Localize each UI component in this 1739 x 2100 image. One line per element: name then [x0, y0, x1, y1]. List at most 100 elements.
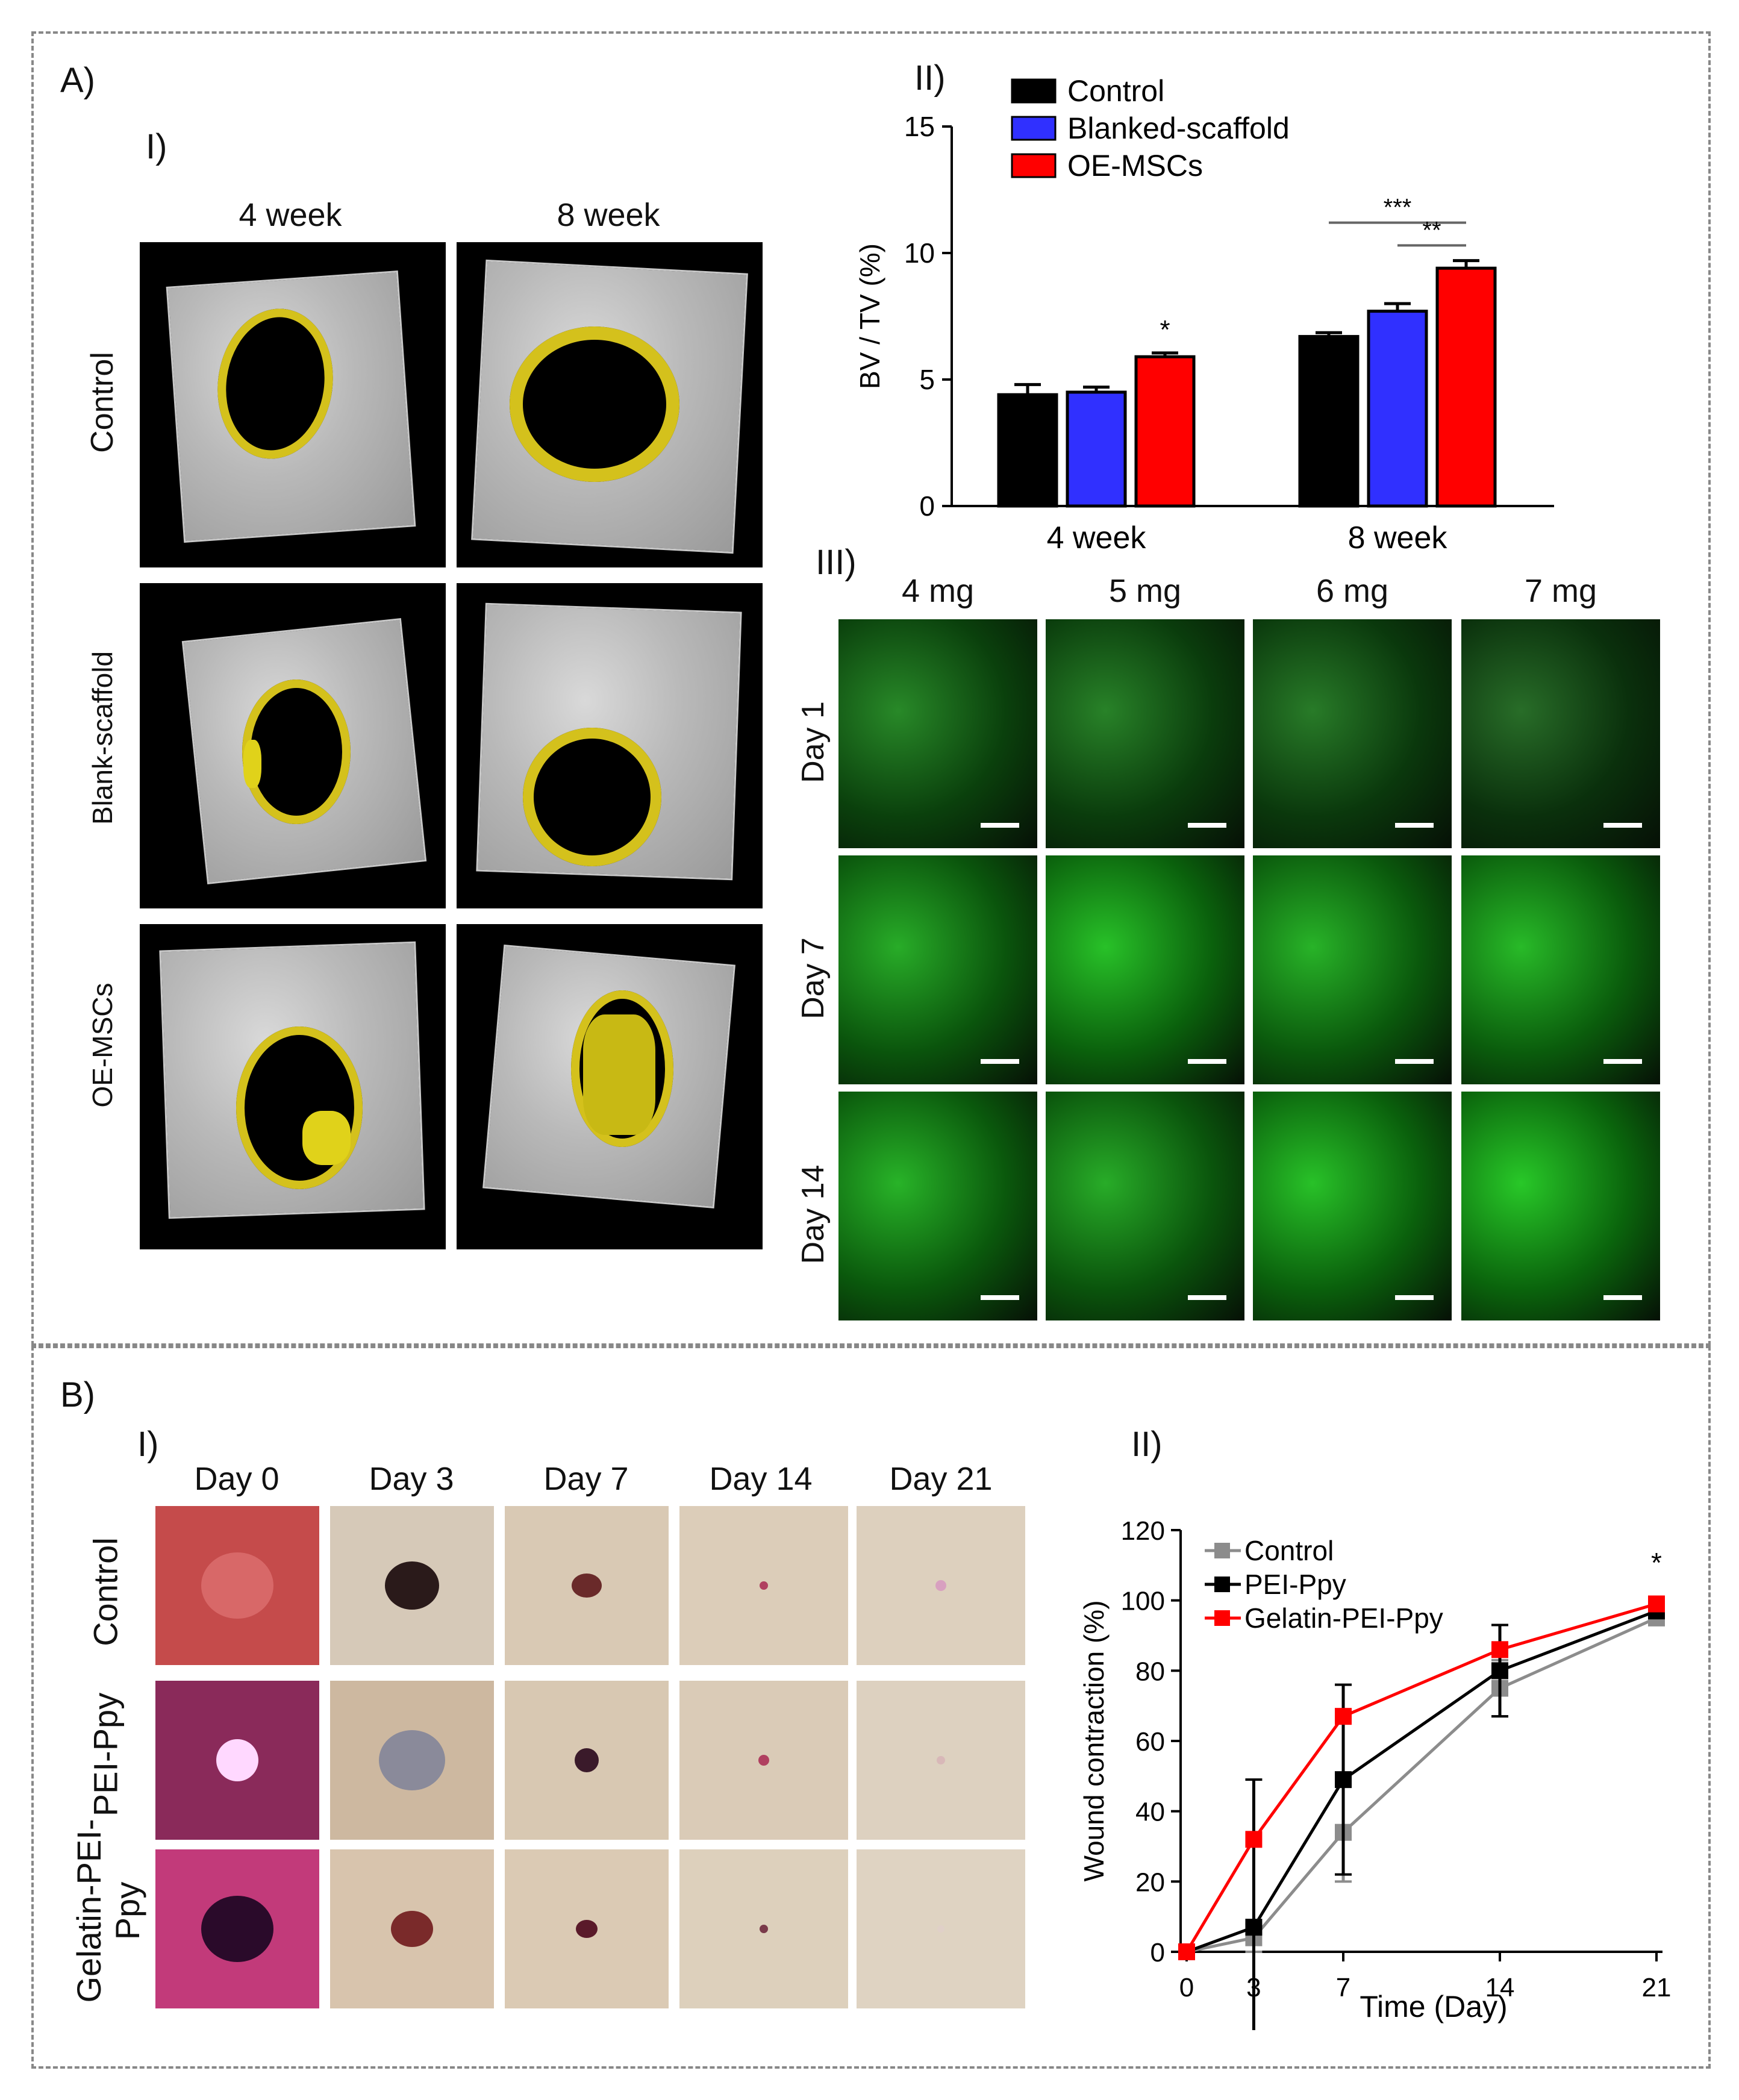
panel-b-border: [31, 1346, 1711, 2069]
scan-row-label: Blank-scaffold: [87, 651, 118, 825]
panel-a-i-label: I): [146, 127, 167, 166]
photo-col-header: Day 7: [543, 1461, 629, 1497]
x-tick-label: 21: [1642, 1973, 1672, 2002]
legend-label: PEI-Ppy: [1244, 1569, 1346, 1600]
microct-image: [140, 924, 446, 1249]
data-point: [1491, 1662, 1508, 1680]
y-tick-label: 0: [919, 490, 935, 522]
y-axis-label: BV / TV (%): [854, 243, 885, 389]
significance-star: *: [1651, 1547, 1662, 1578]
fluorescence-image: [1461, 1092, 1660, 1320]
wound-photo: [857, 1849, 1025, 2008]
wound-area: [385, 1561, 439, 1610]
photo-row-label: Control: [86, 1537, 125, 1646]
scale-bar: [1603, 823, 1642, 828]
wound-photo: [505, 1506, 669, 1665]
fluo-row-label: Day 1: [796, 701, 831, 783]
wound-area: [937, 1756, 945, 1764]
significance-star: **: [1422, 217, 1441, 243]
significance-star: *: [1160, 315, 1170, 345]
wound-area: [216, 1739, 258, 1781]
wound-photo: [505, 1681, 669, 1840]
y-tick-label: 40: [1135, 1798, 1165, 1827]
data-point: [1491, 1641, 1508, 1658]
y-tick-label: 80: [1135, 1657, 1165, 1686]
y-tick-label: 60: [1135, 1727, 1165, 1757]
fluo-col-header: 5 mg: [1108, 573, 1182, 609]
fluo-row-label: Day 7: [796, 937, 831, 1019]
scale-bar: [981, 1059, 1019, 1064]
photo-col-header: Day 0: [194, 1461, 279, 1497]
y-tick-label: 20: [1135, 1867, 1165, 1897]
scan-col-header: 4 week: [239, 197, 342, 233]
x-tick-label: 0: [1179, 1973, 1194, 2002]
y-tick-label: 5: [919, 364, 935, 395]
legend-label: Gelatin-PEI-Ppy: [1244, 1602, 1443, 1634]
y-tick-label: 15: [904, 111, 935, 142]
bar-oe-mscs: [1435, 266, 1497, 508]
panel-a-border: [31, 31, 1711, 1346]
wound-area: [572, 1573, 602, 1598]
scale-bar: [1188, 1059, 1226, 1064]
series-line-control: [1186, 1616, 1658, 1954]
significance-star: ***: [1384, 195, 1412, 221]
scan-row-label: Control: [85, 352, 120, 453]
panel-b-label: B): [60, 1375, 95, 1414]
data-point: [1245, 1831, 1263, 1848]
fluorescence-image: [1046, 1092, 1244, 1320]
wound-area: [760, 1925, 768, 1933]
legend-label: Control: [1244, 1535, 1334, 1566]
fluo-col-header: 4 mg: [901, 573, 975, 609]
x-tick-label: 4 week: [1047, 520, 1147, 555]
y-tick-label: 120: [1121, 1516, 1165, 1546]
wound-photo: [857, 1681, 1025, 1840]
x-axis-label: Time (Day): [1360, 1990, 1507, 2023]
y-tick-label: 0: [1150, 1938, 1165, 1967]
wound-photo: [330, 1506, 494, 1665]
bar-control: [1298, 335, 1360, 508]
fluo-col-header: 7 mg: [1524, 573, 1597, 609]
fluorescence-image: [1461, 855, 1660, 1084]
legend-swatch: [1011, 116, 1057, 141]
wound-area: [935, 1580, 946, 1591]
photo-col-header: Day 3: [369, 1461, 454, 1497]
photo-row-label: Gelatin-PEI- Ppy: [70, 1819, 146, 2003]
microct-image: [140, 242, 446, 567]
x-tick-label: 14: [1485, 1973, 1515, 2002]
wound-photo: [155, 1849, 319, 2008]
bv-tv-bar-chart: 0 5 10 15 BV / TV (%) 4 week 8 week ControlBlan…: [854, 78, 1554, 555]
scale-bar: [1603, 1059, 1642, 1064]
data-point: [1178, 1943, 1195, 1960]
scan-row-label: OE-MSCs: [87, 983, 118, 1108]
bar-blanked-scaffold: [1367, 310, 1428, 508]
wound-photo: [155, 1506, 319, 1665]
y-tick-label: 100: [1121, 1587, 1165, 1616]
wound-area: [576, 1920, 598, 1938]
microct-image: [457, 583, 763, 908]
series-line-gelatin-pei-ppy: [1185, 1602, 1657, 1953]
legend-marker: [1214, 1610, 1230, 1626]
scale-bar: [1188, 1295, 1226, 1300]
data-point: [1335, 1708, 1352, 1725]
fluorescence-image: [1461, 619, 1660, 848]
photo-col-header: Day 21: [889, 1461, 993, 1497]
panel-b-ii-label: II): [1131, 1425, 1163, 1464]
microct-image: [140, 583, 446, 908]
panel-a-label: A): [60, 61, 95, 100]
fluorescence-image: [1253, 855, 1452, 1084]
scale-bar: [1603, 1295, 1642, 1300]
scan-col-header: 8 week: [557, 197, 660, 233]
legend-marker: [1214, 1577, 1230, 1592]
fluorescence-image: [838, 1092, 1037, 1320]
fluorescence-image: [838, 619, 1037, 848]
scale-bar: [1395, 1295, 1434, 1300]
bar-control: [997, 393, 1058, 508]
wound-area: [201, 1896, 273, 1962]
scale-bar: [1188, 823, 1226, 828]
x-tick-label: 7: [1336, 1973, 1350, 2002]
wound-photo: [330, 1849, 494, 2008]
scale-bar: [981, 823, 1019, 828]
series-line-pei-ppy: [1186, 1609, 1657, 1954]
wound-area: [201, 1552, 273, 1619]
legend-label: OE-MSCs: [1067, 149, 1203, 183]
